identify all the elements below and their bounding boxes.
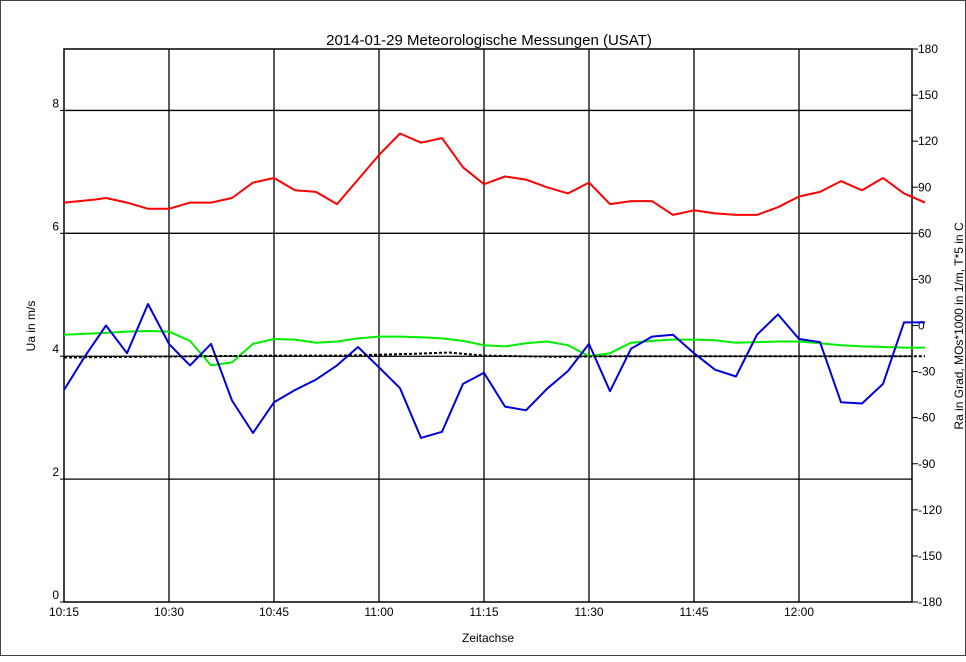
right-axis-label: Ra in Grad, MOs*1000 in 1/m, T*5 in C bbox=[952, 222, 966, 430]
right-tick-label: 90 bbox=[918, 180, 932, 194]
left-axis-ticks: 0 2 4 6 8 bbox=[52, 96, 64, 603]
right-tick-label: 60 bbox=[918, 226, 932, 240]
series-line-4 bbox=[63, 351, 925, 359]
x-axis-ticks: 10:15 10:30 10:45 11:00 11:15 11:30 11:45 12:00 bbox=[49, 605, 814, 619]
right-tick-label: 0 bbox=[918, 319, 925, 333]
right-tick-label: 180 bbox=[918, 42, 938, 56]
right-axis-ticks: -180 -150 -120 -90 -60 -30 0 30 60 90 120 150 180 bbox=[912, 42, 942, 609]
right-tick-label: 120 bbox=[918, 134, 938, 148]
right-tick-label: -150 bbox=[918, 549, 942, 563]
right-tick-label: -180 bbox=[918, 595, 942, 609]
series-group bbox=[63, 132, 926, 439]
x-axis-label: Zeitachse bbox=[462, 631, 514, 645]
x-tick-label: 10:30 bbox=[154, 605, 184, 619]
left-tick-label: 2 bbox=[52, 465, 59, 479]
right-tick-label: -120 bbox=[918, 503, 942, 517]
right-tick-label: 150 bbox=[918, 88, 938, 102]
left-tick-label: 4 bbox=[52, 342, 59, 356]
right-tick-label: -30 bbox=[918, 365, 936, 379]
x-tick-label: 12:00 bbox=[784, 605, 814, 619]
x-tick-label: 10:45 bbox=[259, 605, 289, 619]
right-tick-label: 30 bbox=[918, 272, 932, 286]
left-tick-label: 0 bbox=[52, 588, 59, 602]
right-tick-label: -90 bbox=[918, 457, 936, 471]
x-tick-label: 11:15 bbox=[469, 605, 498, 619]
right-tick-label: -60 bbox=[918, 411, 936, 425]
chart-title: 2014-01-29 Meteorologische Messungen (US… bbox=[326, 32, 652, 49]
series-line-2 bbox=[63, 330, 925, 367]
plot-area bbox=[63, 48, 913, 603]
series-line-1 bbox=[63, 132, 926, 216]
x-tick-label: 10:15 bbox=[49, 605, 79, 619]
left-axis-label: Ua in m/s bbox=[24, 301, 38, 352]
x-tick-label: 11:45 bbox=[679, 605, 708, 619]
x-tick-label: 11:30 bbox=[574, 605, 603, 619]
x-tick-label: 11:00 bbox=[364, 605, 393, 619]
series-line-3 bbox=[63, 303, 925, 439]
grid bbox=[64, 49, 912, 602]
left-tick-label: 8 bbox=[52, 96, 59, 110]
left-tick-label: 6 bbox=[52, 219, 59, 233]
